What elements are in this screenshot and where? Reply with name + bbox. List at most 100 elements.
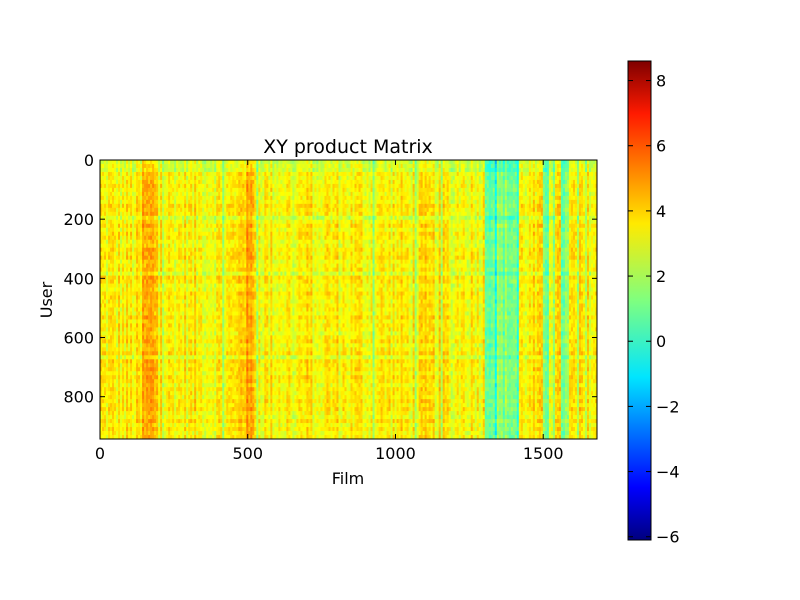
heatmap-cell [238,175,241,181]
heatmap-cell [204,423,207,428]
heatmap-cell [202,243,205,249]
heatmap-cell [116,371,119,376]
heatmap-cell [158,335,161,340]
heatmap-cell [190,331,193,336]
heatmap-cell [122,335,125,340]
heatmap-cell [106,415,109,420]
heatmap-cell [142,307,145,312]
heatmap-cell [108,431,111,436]
heatmap-cell [126,203,129,209]
heatmap-cell [158,383,161,388]
heatmap-cell [212,335,215,340]
heatmap-cell [136,319,139,324]
heatmap-cell [216,227,219,233]
heatmap-cell [158,323,161,328]
heatmap-cell [110,359,113,364]
heatmap-cell [226,339,229,344]
heatmap-cell [180,423,183,428]
heatmap-cell [158,187,161,193]
heatmap-cell [230,219,233,225]
heatmap-cell [150,407,153,412]
heatmap-cell [172,267,175,272]
heatmap-cell [150,383,153,388]
heatmap-cell [202,219,205,225]
heatmap-cell [134,303,137,308]
heatmap-cell [210,427,213,432]
heatmap-cell [136,323,139,328]
heatmap-cell [228,203,231,209]
heatmap-cell [236,359,239,364]
heatmap-cell [232,279,235,284]
heatmap-cell [230,263,233,269]
heatmap-cell [238,375,241,380]
heatmap-cell [170,307,173,312]
heatmap-cell [106,387,109,392]
heatmap-cell [148,231,151,237]
heatmap-cell [230,231,233,237]
heatmap-cell [184,339,187,344]
heatmap-cell [164,191,167,197]
heatmap-cell [116,267,119,272]
heatmap-cell [176,243,179,249]
heatmap-cell [230,347,233,352]
heatmap-cell [200,327,203,332]
heatmap-cell [180,259,183,265]
heatmap-cell [228,391,231,396]
heatmap-cell [150,279,153,284]
heatmap-cell [198,359,201,364]
heatmap-cell [116,399,119,404]
heatmap-cell [134,263,137,269]
heatmap-cell [184,287,187,292]
heatmap-cell [168,271,171,276]
heatmap-cell [240,415,243,420]
heatmap-cell [224,175,227,181]
heatmap-cell [146,395,149,400]
heatmap-cell [120,351,123,356]
heatmap-cell [230,171,233,177]
heatmap-cell [194,231,197,237]
heatmap-cell [158,427,161,432]
heatmap-cell [128,435,131,439]
heatmap-cell [206,367,209,372]
heatmap-cell [164,275,167,280]
heatmap-cell [226,315,229,320]
heatmap-cell [198,435,201,439]
heatmap-cell [128,187,131,193]
heatmap-cell [168,323,171,328]
heatmap-cell [144,355,147,360]
heatmap-cell [142,163,145,169]
heatmap-cell [196,403,199,408]
heatmap-cell [192,347,195,352]
heatmap-cell [190,191,193,197]
heatmap-cell [204,379,207,384]
heatmap-cell [148,291,151,296]
heatmap-cell [224,243,227,249]
heatmap-cell [102,411,105,416]
heatmap-cell [184,235,187,241]
heatmap-cell [238,171,241,177]
heatmap-cell [178,367,181,372]
heatmap-cell [130,303,133,308]
heatmap-cell [156,271,159,276]
heatmap-cell [116,395,119,400]
heatmap-cell [236,375,239,380]
heatmap-cell [192,307,195,312]
heatmap-cell [230,319,233,324]
heatmap-cell [142,335,145,340]
heatmap-cell [208,239,211,245]
heatmap-cell [146,411,149,416]
heatmap-cell [234,279,237,284]
heatmap-cell [226,363,229,368]
heatmap-cell [238,423,241,428]
heatmap-cell [176,287,179,292]
heatmap-cell [102,391,105,396]
heatmap-cell [184,399,187,404]
heatmap-cell [154,379,157,384]
heatmap-cell [216,175,219,181]
heatmap-cell [220,331,223,336]
heatmap-cell [202,223,205,229]
heatmap-cell [120,303,123,308]
heatmap-cell [206,191,209,197]
heatmap-cell [204,167,207,173]
heatmap-cell [118,271,121,276]
